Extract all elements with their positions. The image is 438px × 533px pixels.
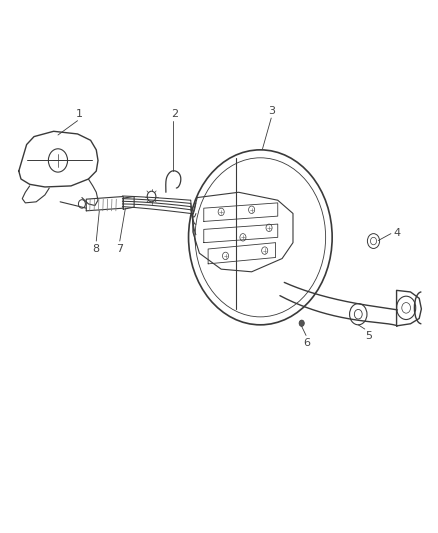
Circle shape: [299, 320, 304, 326]
Text: 6: 6: [304, 337, 311, 348]
Text: 8: 8: [93, 244, 100, 254]
Text: 2: 2: [171, 109, 178, 119]
Text: 1: 1: [75, 109, 82, 119]
Text: 5: 5: [365, 331, 372, 341]
Text: 4: 4: [393, 228, 400, 238]
Text: 7: 7: [116, 244, 124, 254]
Text: 3: 3: [268, 107, 276, 116]
